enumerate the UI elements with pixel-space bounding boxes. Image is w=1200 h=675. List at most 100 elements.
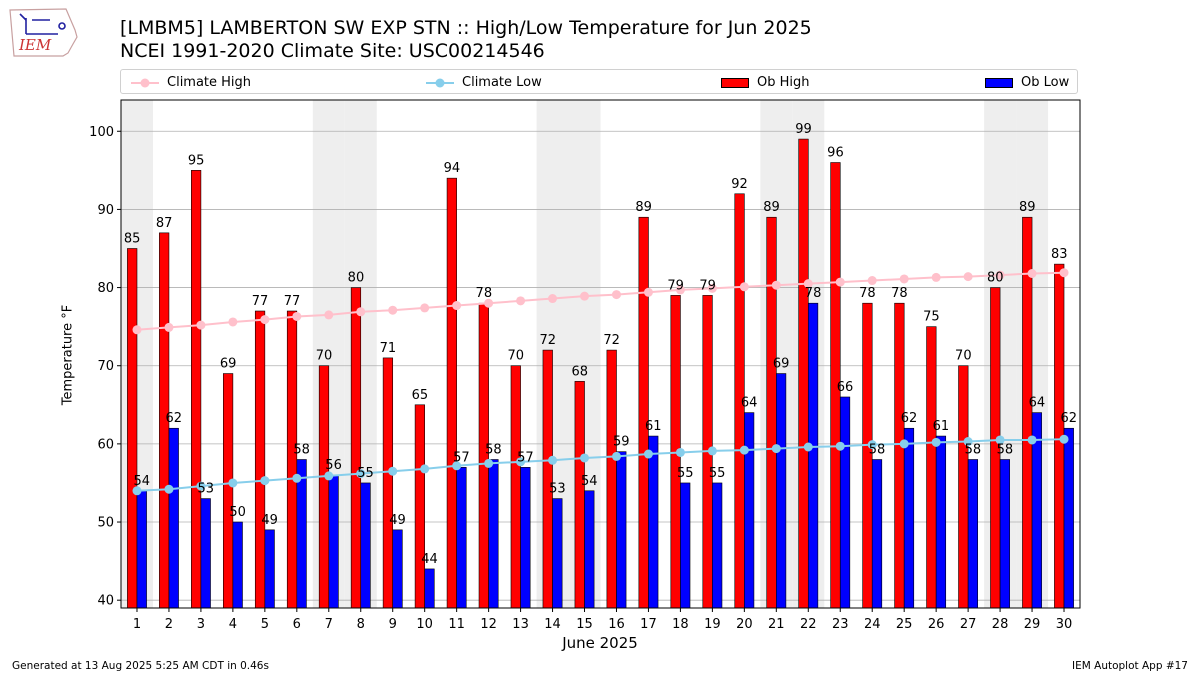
legend: Climate High Climate Low Ob High Ob Low — [120, 69, 1078, 94]
climate-high-point — [867, 276, 877, 286]
ob-low-data-label: 62 — [1061, 411, 1078, 426]
ob-high-bar — [382, 357, 394, 609]
climate-high-point — [516, 296, 526, 306]
climate-low-point — [739, 445, 749, 455]
ob-low-data-label: 53 — [549, 482, 566, 497]
legend-climate-high-label: Climate High — [167, 75, 252, 90]
x-tick-label: 29 — [1024, 617, 1041, 632]
climate-high-point — [484, 298, 494, 308]
ob-high-bar — [127, 248, 138, 609]
climate-low-point — [707, 446, 717, 456]
ob-high-data-label: 79 — [699, 278, 716, 293]
logo-text: IEM — [18, 36, 52, 54]
plot-frame — [120, 99, 1081, 609]
ob-low-data-label: 55 — [709, 466, 726, 481]
ob-low-data-label: 69 — [773, 357, 790, 372]
chart-title-line1: [LMBM5] LAMBERTON SW EXP STN :: High/Low… — [120, 17, 812, 39]
x-tick-label: 12 — [480, 617, 497, 632]
ob-high-data-label: 94 — [444, 161, 461, 176]
ob-high-data-label: 80 — [348, 271, 365, 286]
climate-high-point — [963, 272, 973, 282]
ob-high-bar — [446, 177, 457, 609]
ob-low-bar — [168, 427, 179, 609]
ob-low-bar — [1063, 427, 1074, 609]
ob-low-bar — [967, 459, 979, 609]
climate-high-point — [739, 282, 749, 292]
x-tick-label: 27 — [960, 617, 977, 632]
ob-low-bar — [935, 435, 947, 609]
climate-high-point — [324, 310, 334, 320]
climate-low-point — [611, 451, 621, 461]
ob-low-data-label: 58 — [965, 443, 982, 458]
climate-low-point — [548, 455, 558, 465]
legend-climate-low: Climate Low — [426, 70, 542, 95]
ob-high-data-label: 89 — [763, 200, 780, 215]
climate-low-point — [995, 435, 1005, 445]
ob-low-bar — [871, 459, 883, 609]
ob-high-data-label: 78 — [859, 286, 876, 301]
ob-low-bar — [903, 427, 915, 609]
ob-low-data-label: 57 — [517, 450, 534, 465]
ob-high-bar — [542, 349, 553, 609]
x-tick-label: 10 — [416, 617, 433, 632]
climate-low-point — [420, 464, 430, 474]
climate-high-point — [292, 311, 302, 321]
y-tick-label: 60 — [97, 437, 114, 452]
climate-high-point — [548, 294, 558, 304]
ob-high-data-label: 68 — [571, 364, 588, 379]
ob-high-bar — [510, 365, 521, 609]
climate-low-point — [228, 478, 238, 488]
ob-low-data-label: 64 — [1029, 396, 1046, 411]
ob-high-bar — [606, 349, 617, 609]
x-tick-label: 7 — [325, 617, 333, 632]
ob-low-bar — [232, 521, 243, 609]
ob-low-data-label: 62 — [901, 411, 918, 426]
x-tick-label: 26 — [928, 617, 945, 632]
ob-high-data-label: 65 — [412, 388, 429, 403]
climate-low-point — [484, 458, 494, 468]
ob-low-bar — [584, 490, 595, 609]
x-tick-label: 22 — [800, 617, 817, 632]
climate-low-point — [260, 476, 270, 486]
x-tick-label: 1 — [133, 617, 141, 632]
ob-high-data-label: 80 — [987, 271, 1004, 286]
generated-footer: Generated at 13 Aug 2025 5:25 AM CDT in … — [12, 660, 269, 672]
ob-low-data-label: 56 — [325, 458, 342, 473]
climate-high-point — [196, 320, 206, 330]
climate-low-point — [899, 439, 909, 449]
ob-high-data-label: 78 — [891, 286, 908, 301]
climate-high-point — [164, 322, 174, 332]
climate-high-point — [899, 274, 909, 284]
iem-logo: IEM — [9, 8, 78, 57]
ob-low-bar — [999, 459, 1010, 609]
climate-high-marker-icon — [131, 78, 159, 87]
climate-high-point — [835, 277, 845, 287]
weather-station-icon — [19, 13, 66, 35]
ob-low-bar — [839, 396, 851, 609]
ob-low-bar — [392, 529, 403, 609]
x-tick-label: 8 — [357, 617, 365, 632]
x-tick-label: 5 — [261, 617, 269, 632]
climate-low-point — [771, 444, 781, 454]
ob-high-swatch-icon — [721, 77, 749, 88]
ob-high-bar — [798, 138, 809, 609]
y-tick-label: 70 — [97, 359, 114, 374]
chart-title-line2: NCEI 1991-2020 Climate Site: USC00214546 — [120, 40, 545, 62]
ob-low-data-label: 54 — [581, 474, 598, 489]
ob-high-bar — [222, 373, 234, 609]
x-tick-label: 28 — [992, 617, 1009, 632]
ob-low-bar — [328, 474, 339, 609]
climate-low-point — [388, 466, 398, 476]
climate-low-point — [164, 484, 174, 494]
ob-high-data-label: 99 — [795, 122, 812, 137]
ob-low-bar — [552, 498, 563, 609]
climate-low-point — [132, 486, 142, 496]
ob-high-data-label: 83 — [1051, 247, 1068, 262]
x-axis-label: June 2025 — [562, 634, 638, 652]
climate-high-point — [132, 325, 142, 335]
ob-high-data-label: 89 — [1019, 200, 1036, 215]
x-tick-label: 21 — [768, 617, 785, 632]
x-tick-label: 9 — [389, 617, 397, 632]
x-tick-label: 20 — [736, 617, 753, 632]
ob-high-data-label: 71 — [380, 341, 397, 356]
